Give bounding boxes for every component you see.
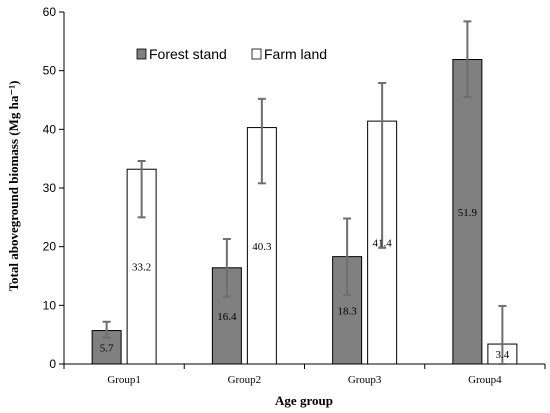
data-label-farm-land-group4: 3.4: [496, 349, 510, 361]
data-label-farm-land-group1: 33.2: [132, 262, 151, 274]
error-bars-layer: [102, 20, 507, 365]
data-label-farm-land-group2: 40.3: [252, 241, 272, 253]
y-tick-label: 50: [43, 64, 57, 78]
y-tick-label: 40: [43, 122, 57, 136]
y-tick-label: 20: [43, 240, 57, 254]
x-tick-label-group4: Group4: [468, 374, 502, 386]
y-tick-label: 30: [43, 181, 57, 195]
legend-swatch-forest-stand: [136, 48, 147, 60]
y-axis: 0 10 20 30 40 50 60: [43, 5, 65, 371]
y-tick-label: 0: [49, 357, 56, 371]
y-axis-label: Total aboveground biomass (Mg ha⁻¹): [6, 81, 21, 292]
bar-forest-stand-group1: [91, 330, 122, 365]
x-axis: Group1 Group2 Group3 Group4: [63, 363, 546, 386]
data-labels-layer: 5.7 16.4 18.3 51.9 33.2 40.3 41.4 3.4: [100, 207, 510, 361]
x-axis-label: Age group: [275, 393, 333, 408]
data-label-forest-stand-group4: 51.9: [458, 207, 478, 219]
x-tick-label-group3: Group3: [348, 374, 382, 386]
legend-label-farm-land: Farm land: [264, 46, 327, 62]
x-tick-label-group1: Group1: [107, 374, 141, 386]
x-tick-label-group2: Group2: [228, 374, 262, 386]
legend: Forest stand Farm land: [136, 46, 327, 62]
data-label-farm-land-group3: 41.4: [373, 238, 393, 250]
legend-swatch-farm-land: [251, 48, 262, 60]
y-tick-label: 10: [43, 298, 57, 312]
data-label-forest-stand-group3: 18.3: [338, 305, 358, 317]
data-label-forest-stand-group1: 5.7: [100, 342, 114, 354]
bars-layer: [91, 59, 518, 365]
y-tick-label: 60: [43, 5, 57, 19]
data-label-forest-stand-group2: 16.4: [217, 311, 237, 323]
bar-forest-stand-group4: [452, 59, 483, 365]
legend-label-forest-stand: Forest stand: [149, 46, 227, 62]
